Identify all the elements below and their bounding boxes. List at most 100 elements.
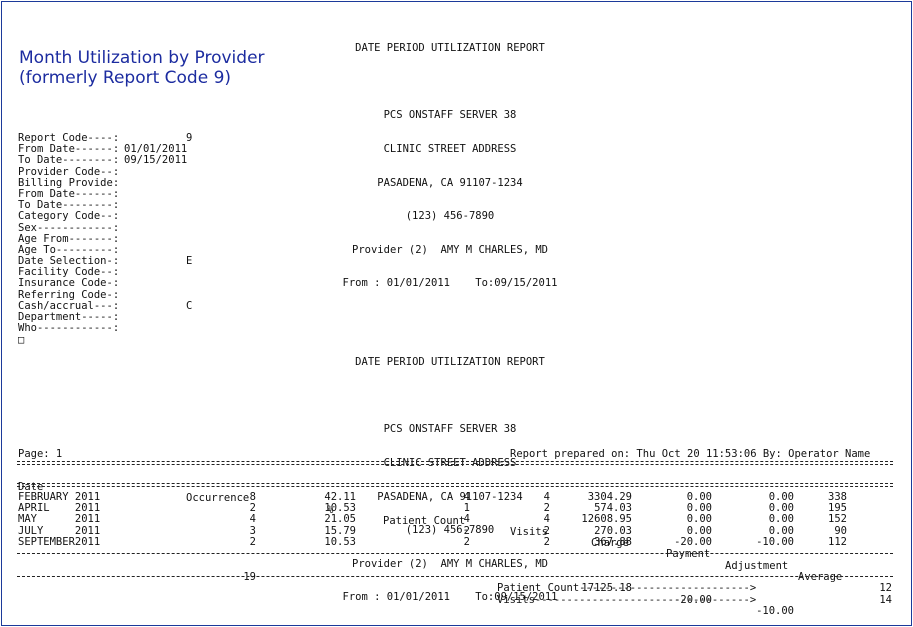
parameter-label: Who------------: (18, 322, 120, 335)
total-adjustment: -10.00 (756, 604, 794, 617)
report-header-second: DATE PERIOD UTILIZATION REPORT PCS ONSTA… (250, 335, 650, 615)
cell-date: MAY 2011 (18, 513, 101, 526)
cell-adjustment: 0.00 (768, 513, 794, 526)
cell-average: 90 (834, 524, 847, 537)
col-occurrence: Occurrence (186, 492, 250, 505)
table-row: MAY 2011 4 21.05 4 4 12608.95 0.00 0.00 152 (0, 514, 913, 525)
cell-occurrence: 3 (249, 524, 256, 537)
table-row: APRIL 2011 2 10.53 1 2 574.03 0.00 0.00 195 (0, 502, 913, 515)
cell-patient-count: 2 (463, 535, 470, 548)
page-number: Page: 1 (18, 448, 63, 460)
double-rule (17, 461, 893, 465)
cell-percent: 10.53 (324, 502, 356, 515)
parameter-list: Report Code----: 9 From Date------: 01/01/2… (18, 132, 192, 335)
total-occurrence: 19 (243, 571, 256, 584)
col-percent: % (327, 503, 334, 516)
parameter-label: Referring Code-: (18, 288, 120, 301)
table-row: FEBRUARY 2011 8 42.11 4 4 3304.29 0.00 0.00 338 (0, 491, 913, 503)
double-rule (17, 483, 893, 487)
cell-occurrence: 2 (249, 535, 256, 548)
caption-title: Month Utilization by Provider (19, 48, 265, 68)
parameter-label: To Date--------: (18, 154, 120, 167)
cell-percent: 21.05 (324, 513, 356, 526)
cell-average: 152 (828, 513, 847, 526)
cell-payment: -20.00 (674, 535, 712, 548)
parameter-row: Report Code----: 9 (18, 132, 192, 144)
cell-charge: 270.03 (594, 524, 632, 537)
table-body: FEBRUARY 2011 8 42.11 4 4 3304.29 0.00 0.00 338 A… (0, 491, 913, 548)
cell-visits: 4 (543, 491, 550, 503)
parameter-value: 9 (186, 132, 193, 144)
parameter-row: Billing Provide: (18, 177, 119, 189)
table-header-row: Date Occurrence % Patient Count Visits C… (0, 471, 913, 582)
cell-adjustment: 0.00 (768, 491, 794, 503)
parameter-label: From Date------: (18, 143, 120, 156)
cell-adjustment: 0.00 (768, 524, 794, 537)
summary-visits-label: Visits----------------------------------… (497, 594, 757, 606)
cell-payment: 0.00 (686, 502, 712, 515)
parameter-row: Facility Code--: (18, 267, 119, 278)
summary-patient-count-value: 12 (879, 582, 892, 594)
parameter-label: From Date------: (18, 187, 120, 200)
totals-row: 19 17125.18 -20.00 -10.00 (0, 561, 913, 616)
cell-visits: 2 (543, 502, 550, 515)
report-caption: Month Utilization by Provider (formerly … (19, 48, 265, 88)
cell-payment: 0.00 (686, 513, 712, 526)
cell-payment: 0.00 (686, 524, 712, 537)
single-rule (17, 576, 893, 577)
parameter-value: C (186, 299, 193, 312)
parameter-row: Date Selection-: E (18, 255, 192, 267)
cell-date: FEBRUARY 2011 (18, 491, 101, 503)
clinic-city: PASADENA, CA 91107-1234 (377, 490, 523, 503)
cell-patient-count: 1 (463, 502, 470, 515)
parameter-value: E (186, 255, 193, 268)
cell-average: 112 (828, 535, 847, 548)
parameter-label: Report Code----: (18, 132, 120, 144)
col-patient-count: Patient Count (383, 514, 466, 527)
cell-date: SEPTEMBER2011 (18, 535, 101, 548)
provider-line: Provider (2) AMY M CHARLES, MD (352, 557, 548, 570)
cell-patient-count: 2 (463, 524, 470, 537)
parameter-label: Department-----: (18, 311, 120, 323)
parameter-row: From Date------: 01/01/2011 (18, 143, 187, 156)
parameter-row: Department-----: (18, 311, 120, 323)
report-title: DATE PERIOD UTILIZATION REPORT (355, 42, 545, 55)
cell-visits: 4 (543, 513, 550, 526)
parameter-row: Age From-------: (18, 232, 120, 245)
server-name: PCS ONSTAFF SERVER 38 (383, 423, 517, 436)
clinic-address: CLINIC STREET ADDRESS (383, 457, 517, 470)
cell-adjustment: 0.00 (768, 502, 794, 515)
parameter-label: Facility Code--: (18, 266, 120, 279)
cell-date: APRIL 2011 (18, 502, 101, 515)
parameter-row: To Date--------: 09/15/2011 (18, 154, 187, 167)
cell-payment: 0.00 (686, 491, 712, 503)
parameter-value: 09/15/2011 (124, 154, 188, 167)
cell-patient-count: 4 (463, 513, 470, 526)
parameter-label: Provider Code--: (18, 165, 120, 178)
col-adjustment: Adjustment (725, 559, 789, 572)
cell-visits: 2 (543, 535, 550, 548)
period-line: From : 01/01/2011 To:09/15/2011 (342, 591, 558, 604)
parameter-label: Sex------------: (18, 221, 120, 234)
cell-percent: 10.53 (324, 535, 356, 548)
parameter-label: Cash/accrual---: (18, 299, 120, 312)
parameter-row: To Date--------: (18, 200, 119, 211)
clinic-address: CLINIC STREET ADDRESS (383, 143, 517, 156)
parameter-row: Cash/accrual---: C (18, 299, 192, 312)
clinic-phone: (123) 456-7890 (405, 210, 495, 223)
cell-occurrence: 8 (249, 491, 256, 503)
server-name: PCS ONSTAFF SERVER 38 (383, 109, 517, 122)
prepared-on: Report prepared on: Thu Oct 20 11:53:06 … (510, 448, 871, 460)
cell-date: JULY 2011 (18, 524, 101, 537)
col-visits: Visits (510, 526, 548, 539)
parameter-label: Age From-------: (18, 232, 120, 245)
col-average: Average (798, 570, 843, 583)
table-row: JULY 2011 3 15.79 2 2 270.03 0.00 0.00 90 (0, 524, 913, 537)
cell-charge: 367.88 (594, 535, 632, 548)
parameter-value: 01/01/2011 (124, 143, 188, 156)
single-rule (17, 553, 893, 554)
cell-occurrence: 2 (249, 502, 256, 515)
summary-visits-value: 14 (879, 594, 892, 606)
parameter-label: Category Code--: (18, 210, 120, 223)
cell-charge: 574.03 (594, 502, 632, 515)
